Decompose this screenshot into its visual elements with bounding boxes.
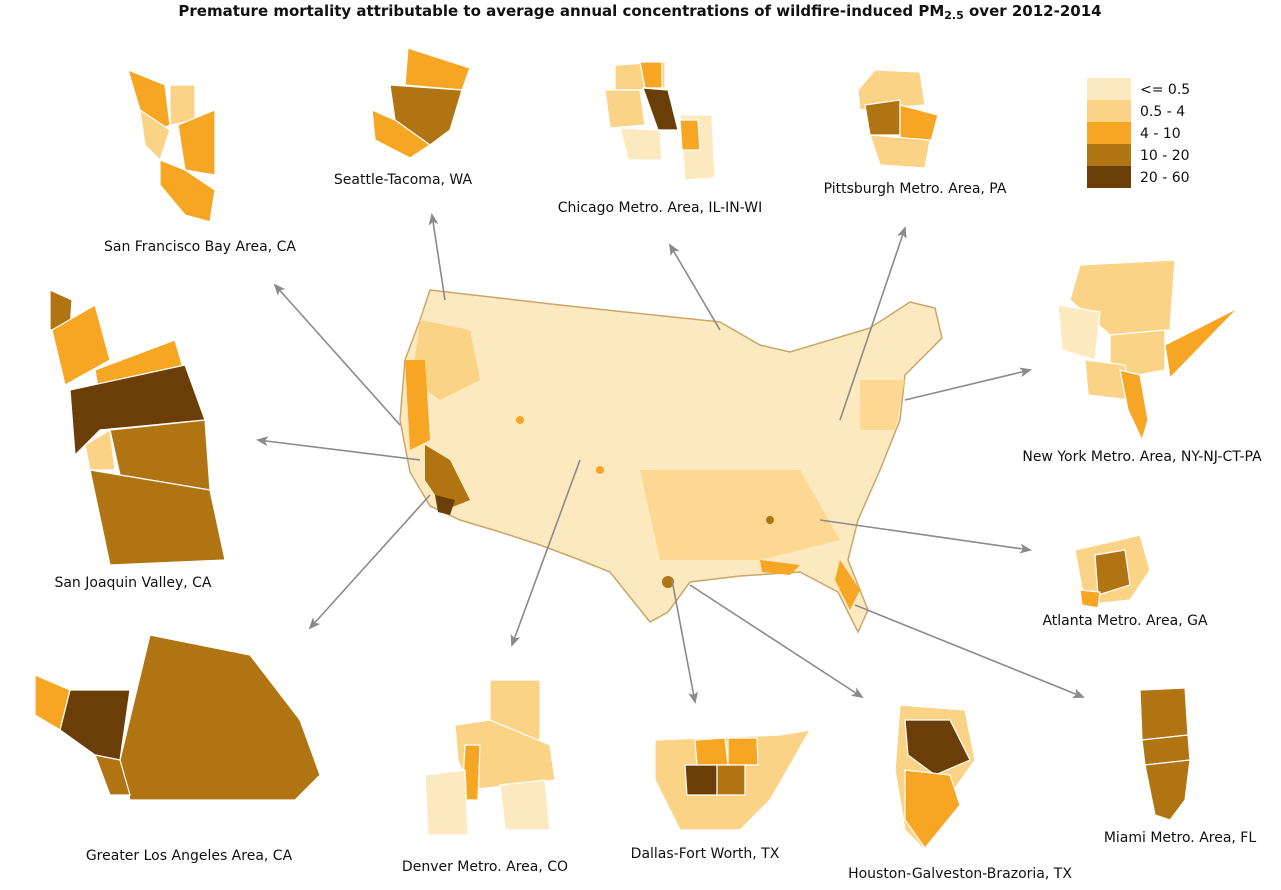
legend-label: 20 - 60 [1140,170,1190,186]
region-label: San Francisco Bay Area, CA [104,239,296,255]
region-labels: San Francisco Bay Area, CA Seattle-Tacom… [54,172,1262,882]
legend: <= 0.5 0.5 - 4 4 - 10 10 - 20 20 - 60 [1087,78,1190,188]
inset-san-francisco [127,68,216,223]
region-label: San Joaquin Valley, CA [54,575,211,591]
inset-miami [1139,687,1191,821]
us-map [399,289,943,634]
legend-swatch [1087,166,1131,188]
region-label: Chicago Metro. Area, IL-IN-WI [558,200,762,216]
region-label: New York Metro. Area, NY-NJ-CT-PA [1022,449,1262,465]
legend-swatch [1087,144,1131,166]
inset-chicago [604,61,716,181]
region-label: Greater Los Angeles Area, CA [86,848,293,864]
region-label: Miami Metro. Area, FL [1104,830,1257,846]
map-title: Premature mortality attributable to aver… [178,2,1101,22]
inset-houston [894,704,976,852]
inset-denver [424,679,556,836]
inset-seattle [371,47,471,159]
region-label: Pittsburgh Metro. Area, PA [824,181,1007,197]
inset-dallas [654,729,812,831]
region-label: Denver Metro. Area, CO [402,859,568,875]
legend-label: 4 - 10 [1140,126,1181,142]
region-label: Seattle-Tacoma, WA [334,172,473,188]
arrows [256,213,1085,704]
inset-los-angeles [34,634,321,801]
legend-swatch [1087,100,1131,122]
inset-pittsburgh [857,69,939,169]
region-label: Atlanta Metro. Area, GA [1042,613,1207,629]
inset-san-joaquin [49,289,226,566]
legend-label: <= 0.5 [1140,82,1190,98]
region-label: Houston-Galveston-Brazoria, TX [848,866,1072,882]
inset-atlanta [1074,534,1151,609]
legend-swatch [1087,78,1131,100]
legend-swatch [1087,122,1131,144]
inset-new-york [1057,259,1239,442]
legend-label: 0.5 - 4 [1140,104,1185,120]
region-label: Dallas-Fort Worth, TX [631,846,780,862]
legend-label: 10 - 20 [1140,148,1190,164]
